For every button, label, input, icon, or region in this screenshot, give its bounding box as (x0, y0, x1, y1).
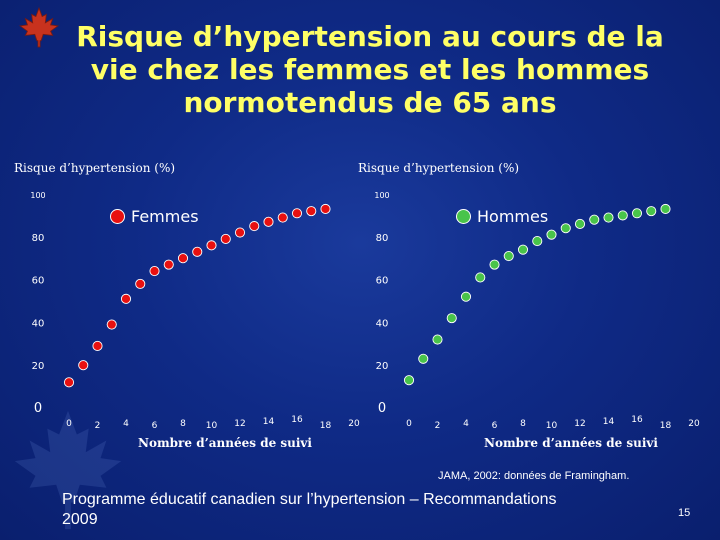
data-point (135, 278, 146, 289)
data-point (532, 236, 543, 247)
x-tick-label: 14 (603, 417, 615, 427)
x-tick-label: 0 (66, 419, 72, 429)
data-point (646, 206, 657, 217)
data-point (78, 360, 89, 371)
data-point (660, 203, 671, 215)
y-tick-label: 60 (376, 276, 389, 287)
data-point (320, 203, 331, 215)
data-point (503, 251, 514, 262)
x-tick-label: 8 (180, 419, 186, 429)
data-point (63, 377, 75, 388)
x-tick-label: 10 (206, 421, 218, 431)
maple-leaf-watermark-icon (14, 410, 122, 530)
right-y-axis-label: Risque d’hypertension (%) (358, 161, 520, 175)
y-tick-label: 0 (34, 401, 42, 416)
y-tick-label: 100 (374, 191, 389, 200)
title-line-1: Risque d’hypertension au cours de la (76, 20, 664, 53)
data-point (418, 353, 429, 364)
x-tick-label: 8 (520, 419, 526, 429)
data-point (149, 265, 160, 277)
x-tick-label: 2 (435, 421, 441, 431)
right-x-axis-label: Nombre d’années de suivi (484, 436, 658, 450)
data-point (617, 210, 628, 221)
y-tick-label: 80 (32, 233, 45, 244)
data-point (603, 212, 614, 223)
data-point (291, 208, 303, 219)
femmes-legend-label: Femmes (131, 207, 199, 226)
data-point (446, 313, 457, 324)
data-point (192, 246, 203, 257)
hommes-legend-marker (456, 209, 471, 224)
data-point (432, 334, 443, 345)
y-tick-label: 100 (30, 191, 45, 200)
maple-leaf-logo-icon (19, 6, 59, 48)
source-citation: JAMA, 2002: données de Framingham. (438, 470, 630, 482)
footer-line-2: 2009 (62, 511, 98, 528)
data-point (277, 212, 288, 223)
x-tick-label: 0 (406, 419, 412, 429)
left-y-axis-label: Risque d’hypertension (%) (14, 161, 176, 175)
x-tick-label: 6 (152, 421, 158, 431)
hommes-scatter-chart: 0 20 40 60 80 100 0 2 4 6 8 10 12 14 16 18 20 (374, 191, 700, 431)
x-tick-label: 4 (123, 419, 129, 429)
left-x-axis-label: Nombre d’années de suivi (138, 436, 312, 450)
data-point (517, 244, 529, 255)
data-point (589, 214, 600, 225)
y-tick-label: 60 (32, 276, 45, 287)
hommes-legend-label: Hommes (477, 207, 549, 226)
data-point (263, 216, 274, 227)
data-point (120, 293, 132, 304)
y-tick-label: 0 (378, 401, 386, 416)
data-point (475, 272, 486, 283)
data-point (460, 291, 472, 302)
x-tick-label: 16 (291, 415, 303, 425)
x-tick-label: 10 (546, 421, 558, 431)
x-tick-label: 12 (574, 419, 585, 429)
footer-line-1: Programme éducatif canadien sur l’hypert… (62, 491, 557, 508)
data-point (106, 319, 117, 330)
data-point (403, 375, 415, 386)
data-point (206, 240, 217, 251)
data-point (177, 253, 189, 264)
x-tick-label: 18 (660, 421, 672, 431)
x-tick-label: 20 (688, 419, 700, 429)
femmes-scatter-chart: 0 20 40 60 80 100 0 2 4 6 8 10 12 14 16 18 20 (30, 191, 360, 431)
title-line-2: vie chez les femmes et les hommes (90, 53, 650, 86)
x-tick-label: 2 (95, 421, 101, 431)
data-point (220, 233, 231, 244)
x-tick-label: 16 (631, 415, 643, 425)
hommes-legend: Hommes (456, 207, 548, 226)
femmes-legend-marker (110, 209, 125, 224)
y-tick-label: 80 (376, 233, 389, 244)
data-point (234, 227, 246, 238)
femmes-legend: Femmes (110, 207, 199, 226)
x-tick-label: 12 (234, 419, 245, 429)
y-tick-label: 40 (376, 318, 389, 329)
data-point (92, 340, 103, 351)
x-tick-label: 4 (463, 419, 469, 429)
y-tick-label: 40 (32, 318, 45, 329)
x-tick-label: 18 (320, 421, 332, 431)
y-tick-label: 20 (376, 361, 389, 372)
x-tick-label: 20 (348, 419, 360, 429)
data-point (249, 221, 260, 232)
data-point (489, 259, 500, 270)
page-number: 15 (678, 507, 691, 519)
data-point (574, 218, 586, 230)
x-tick-label: 14 (263, 417, 275, 427)
data-point (560, 223, 571, 234)
title-line-3: normotendus de 65 ans (183, 86, 557, 119)
footer-text: Programme éducatif canadien sur l’hypert… (62, 490, 632, 530)
data-point (306, 206, 317, 217)
slide-title: Risque d’hypertension au cours de la vie… (70, 20, 670, 119)
data-point (546, 229, 557, 240)
data-point (163, 259, 174, 270)
x-tick-label: 6 (492, 421, 498, 431)
data-point (631, 208, 643, 219)
y-tick-label: 20 (32, 361, 45, 372)
